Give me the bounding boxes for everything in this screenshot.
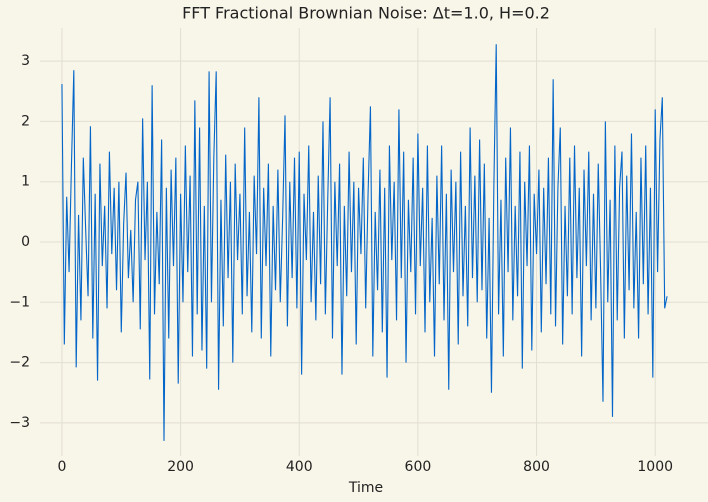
y-tick-label: 2	[21, 113, 30, 129]
y-tick-label: −1	[9, 294, 30, 310]
y-tick-label: −2	[9, 355, 30, 371]
y-tick-label: 0	[21, 234, 30, 250]
x-tick-label: 200	[167, 459, 194, 475]
x-tick-label: 0	[57, 459, 66, 475]
x-tick-label: 400	[286, 459, 313, 475]
x-tick-label: 1000	[637, 459, 673, 475]
x-tick-label: 800	[523, 459, 550, 475]
x-axis-label: Time	[348, 480, 383, 496]
chart-title: FFT Fractional Brownian Noise: Δt=1.0, H…	[182, 4, 550, 23]
y-tick-label: 3	[21, 53, 30, 69]
x-tick-label: 600	[405, 459, 432, 475]
data-line	[61, 44, 668, 441]
y-tick-label: −3	[9, 415, 30, 431]
y-tick-label: 1	[21, 174, 30, 190]
